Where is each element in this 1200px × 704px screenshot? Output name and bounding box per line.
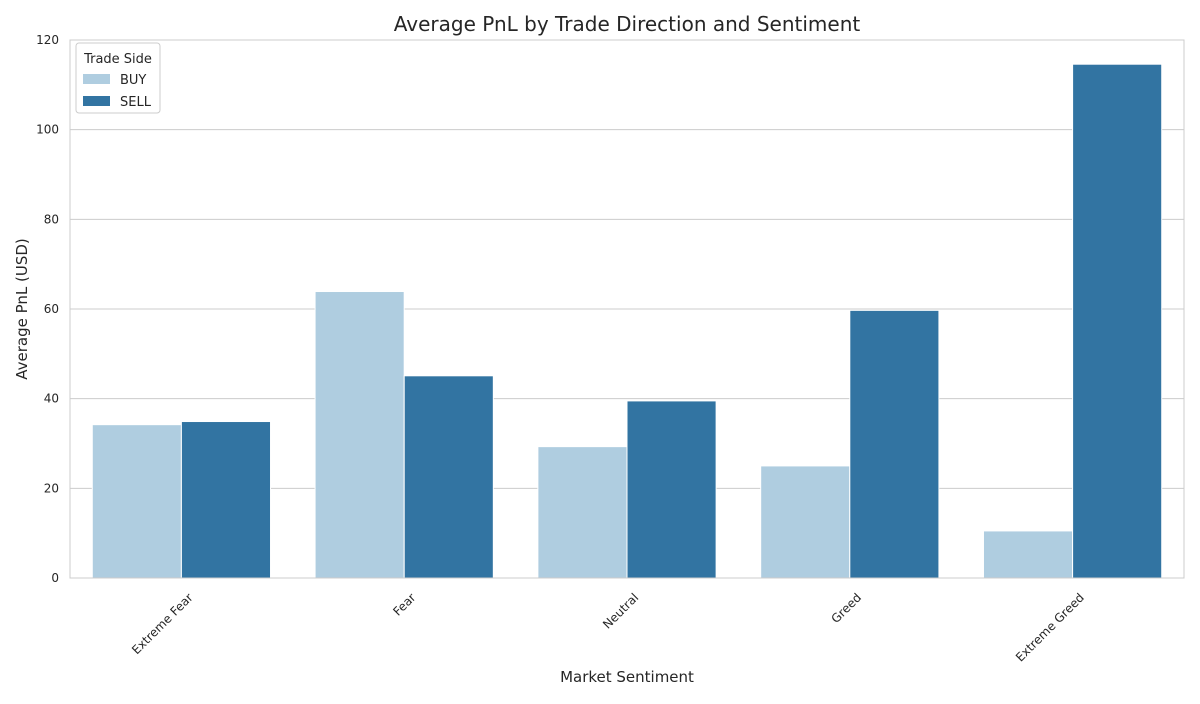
y-tick-label: 60 [44,302,59,316]
x-tick-label: Extreme Fear [129,590,196,657]
x-tick-label: Fear [390,590,418,618]
x-tick-label: Extreme Greed [1013,590,1087,664]
y-tick-label: 80 [44,212,59,226]
plot-frame [69,39,1185,579]
bar-sell-extreme-greed [1072,63,1163,579]
chart-title: Average PnL by Trade Direction and Senti… [394,12,861,36]
x-tick-label: Neutral [600,590,641,631]
bar-buy-extreme-greed [982,530,1074,579]
legend-swatch-sell [83,96,110,106]
y-tick-label: 120 [36,33,59,47]
legend-box [75,42,161,114]
legend-label-sell: SELL [120,95,152,110]
y-tick-label: 20 [44,481,59,495]
bar-buy-greed [760,465,851,579]
bar-buy-neutral [537,446,628,579]
y-axis-label: Average PnL (USD) [13,238,31,380]
y-tick-label: 0 [51,571,59,585]
y-tick-label: 100 [36,123,59,137]
bar-sell-neutral [626,400,717,579]
bar-buy-fear [314,291,405,579]
x-tick-label: Greed [829,590,865,626]
y-tick-label: 40 [44,392,59,406]
legend: Trade Side BUY SELL [75,42,161,114]
bar-sell-fear [403,375,494,579]
legend-swatch-buy [83,74,110,84]
bar-buy-extreme-fear [91,424,182,579]
legend-label-buy: BUY [120,73,146,88]
legend-title: Trade Side [83,52,152,67]
x-axis-label: Market Sentiment [560,668,694,686]
bar-sell-greed [849,309,940,579]
bar-sell-extreme-fear [180,421,272,579]
